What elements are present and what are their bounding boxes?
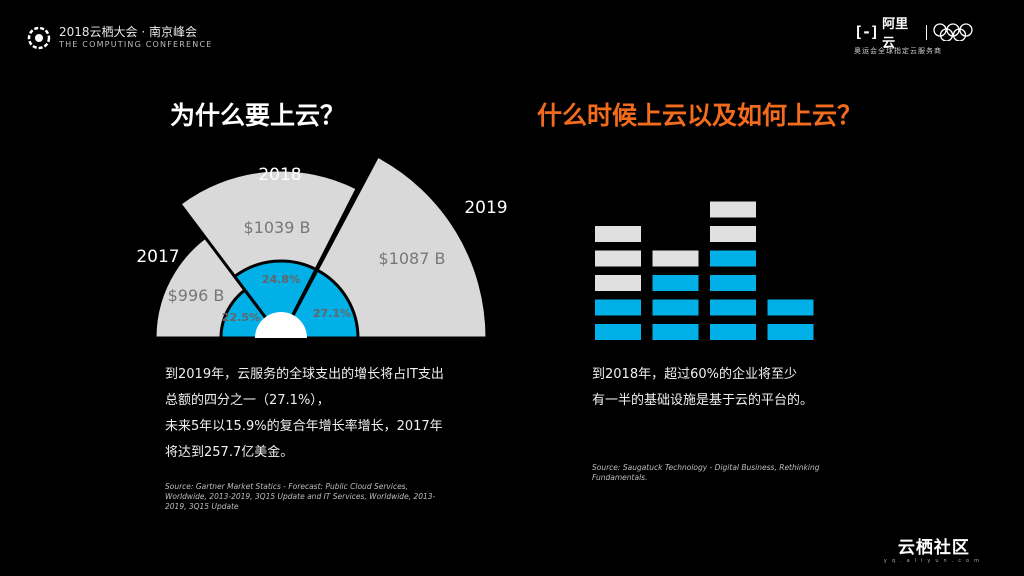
non-cloud-block: [595, 275, 641, 291]
fan-share-label: 24.8%: [262, 273, 300, 286]
cloud-block: [710, 275, 756, 291]
right-paragraph-line: 到2018年，超过60%的企业将至少: [592, 367, 797, 382]
conference-logo: 2018云栖大会 · 南京峰会 THE COMPUTING CONFERENCE: [27, 25, 213, 50]
left-paragraph-line: 将达到257.7亿美金。: [165, 445, 294, 460]
fan-category-label: 2019: [464, 198, 507, 218]
cloud-block: [595, 299, 641, 316]
community-logo-sub: yq.aliyun.com: [883, 558, 984, 564]
fan-share-label: 27.1%: [313, 307, 351, 320]
left-paragraph-line: 到2019年，云服务的全球支出的增长将占IT支出: [165, 367, 444, 382]
olympic-rings-icon: [933, 23, 973, 41]
aliyun-brand: [-] 阿里云 奥运会全球指定云服务商: [854, 17, 984, 56]
cloud-block: [710, 250, 756, 267]
non-cloud-block: [652, 250, 699, 267]
cloud-block: [652, 299, 699, 316]
left-source: Source: Gartner Market Statics - Forecas…: [165, 482, 485, 512]
fan-share-label: 22.5%: [222, 311, 260, 324]
event-title: 2018云栖大会 · 南京峰会: [59, 25, 197, 39]
aliyun-logo-icon: [-]: [854, 23, 879, 41]
left-title: 为什么要上云？: [170, 101, 346, 130]
cloud-block: [710, 299, 756, 316]
non-cloud-block: [595, 250, 641, 267]
fan-baseline-mask: [130, 338, 530, 368]
conference-logo-icon: [27, 26, 51, 49]
left-source-line: Source: Gartner Market Statics - Forecas…: [165, 482, 408, 491]
cloud-block: [767, 299, 814, 316]
cloud-block: [595, 324, 641, 340]
fan-category-label: 2017: [136, 247, 179, 267]
right-title: 什么时候上云以及如何上云？: [537, 101, 863, 130]
non-cloud-block: [710, 201, 756, 218]
left-paragraph-line: 总额的四分之一（27.1%），: [165, 393, 330, 408]
fan-outer-sector: [177, 168, 360, 341]
cloud-block: [767, 324, 814, 340]
brand-subtitle: 奥运会全球指定云服务商: [854, 47, 942, 55]
cloud-block: [652, 324, 699, 340]
community-logo-text: 云栖社区: [897, 538, 970, 558]
right-paragraph: 到2018年，超过60%的企业将至少 有一半的基础设施是基于云的平台的。: [592, 362, 892, 414]
right-source-line: Source: Saugatuck Technology - Digital B…: [592, 463, 820, 472]
non-cloud-block: [595, 226, 641, 242]
cloud-spending-fan-chart: $996 B 22.5% 2017 $1039 B 24.8% 2018 $1087 B 27…: [130, 154, 530, 368]
fan-value-label: $1087 B: [379, 249, 446, 268]
cloud-block: [652, 275, 699, 291]
right-source: Source: Saugatuck Technology - Digital B…: [592, 463, 872, 483]
cloud-block: [710, 324, 756, 340]
non-cloud-block: [710, 226, 756, 242]
left-source-line: 2019, 3Q15 Update: [165, 502, 239, 511]
left-paragraph-line: 未来5年以15.9%的复合年增长率增长，2017年: [165, 419, 443, 434]
left-paragraph: 到2019年，云服务的全球支出的增长将占IT支出 总额的四分之一（27.1%），…: [165, 362, 505, 466]
right-paragraph-line: 有一半的基础设施是基于云的平台的。: [592, 393, 814, 408]
brand-name: 阿里云: [882, 17, 909, 51]
right-source-line: Fundamentals.: [592, 473, 648, 482]
community-logo: 云栖社区 yq.aliyun.com: [884, 533, 984, 564]
left-source-line: Worldwide, 2013-2019, 3Q15 Update and IT…: [165, 492, 436, 501]
cloud-adoption-block-chart: [595, 201, 814, 340]
fan-value-label: $996 B: [168, 286, 225, 305]
fan-value-label: $1039 B: [244, 218, 311, 237]
event-subtitle: THE COMPUTING CONFERENCE: [59, 40, 213, 49]
brand-divider: [926, 24, 928, 40]
fan-category-label: 2018: [258, 165, 301, 185]
